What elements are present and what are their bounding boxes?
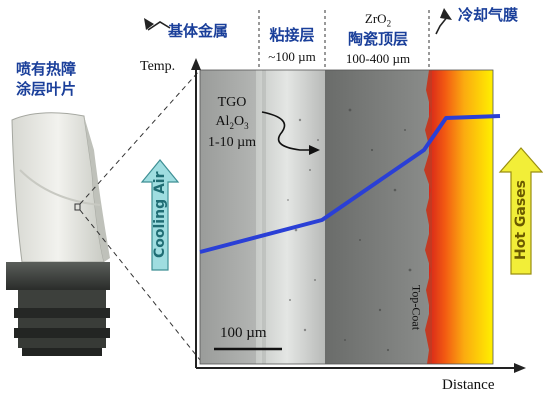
bond-coat-layer [256, 70, 325, 364]
topcoat-label: 陶瓷顶层 [347, 30, 409, 48]
turbine-blade [6, 112, 110, 356]
cooling-air-label: Cooling Air [152, 171, 168, 258]
tgo-oxide-al: Al [215, 114, 230, 129]
temperature-profile-curve [199, 114, 501, 254]
topcoat-formula: ZrO2 [365, 12, 391, 29]
topcoat-layer [325, 70, 429, 364]
x-axis-arrowhead [514, 363, 526, 373]
topcoat-formula-text: ZrO [364, 11, 387, 26]
cooling-air-arrow [140, 159, 180, 271]
tgo-oxide: Al2O3 [215, 115, 248, 131]
blade-caption-line1: 喷有热障 [16, 60, 77, 78]
tgo-pointer [261, 111, 312, 151]
cross-section [199, 69, 494, 365]
hot-gases-label: Hot Gases [513, 179, 529, 260]
topcoat-formula-subscript: 2 [386, 18, 392, 29]
zoom-line-top [79, 69, 201, 205]
blade-caption-line2: 涂层叶片 [16, 80, 77, 98]
topcoat-thickness: 100-400 µm [345, 51, 411, 66]
zoom-marker [74, 203, 81, 211]
tgo-name: TGO [217, 95, 247, 110]
tgo-thickness: 1-10 µm [207, 135, 257, 150]
substrate-pointer [147, 21, 171, 31]
hot-gases-arrow [498, 147, 543, 275]
hot-gas-zone [429, 70, 493, 364]
scale-bar-label: 100 µm [220, 325, 267, 341]
substrate-layer [200, 70, 256, 364]
substrate-label: 基体金属 [168, 22, 229, 40]
cooling-film-pointer [435, 15, 449, 35]
bond-coat-thickness: ~100 µm [268, 49, 316, 64]
topcoat-side-label: Top-Coat [409, 284, 424, 331]
tgo-oxide-sub2: 3 [244, 120, 249, 131]
y-axis-label: Temp. [140, 59, 176, 74]
tgo-oxide-sub1: 2 [229, 120, 234, 131]
y-axis-arrowhead [191, 58, 201, 70]
x-axis-label: Distance [442, 377, 495, 393]
tgo-oxide-o: O [233, 114, 245, 129]
bond-coat-label: 粘接层 [269, 26, 315, 44]
cooling-film-label: 冷却气膜 [458, 6, 519, 24]
